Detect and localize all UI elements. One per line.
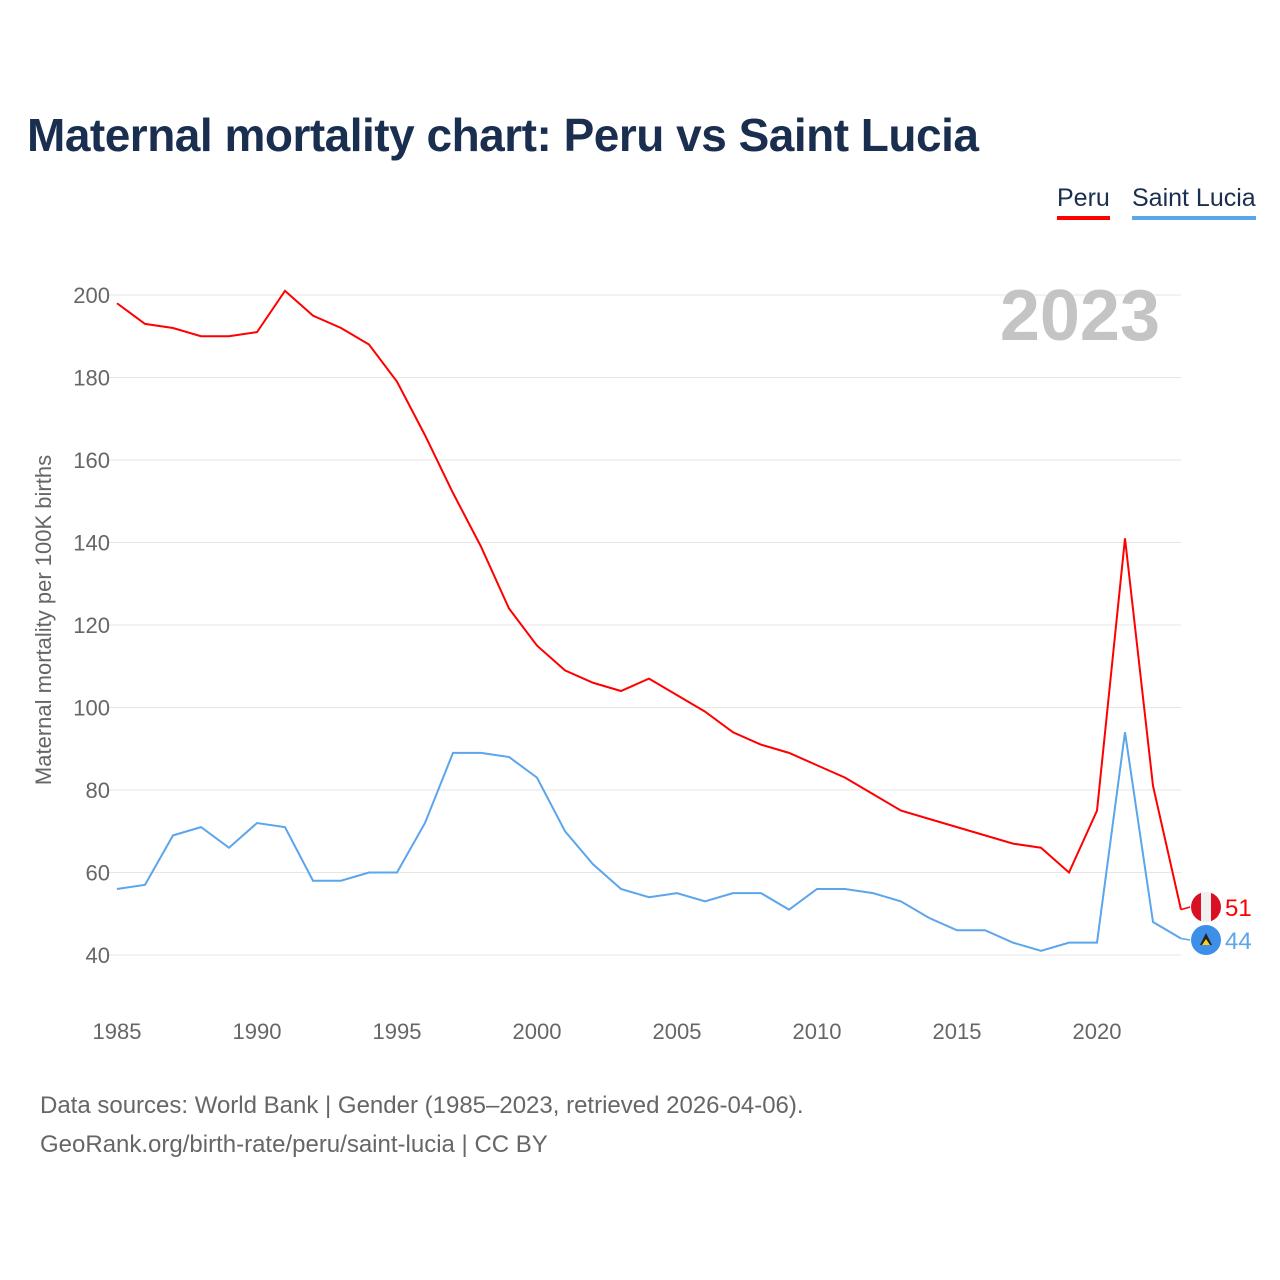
y-tick-label: 180	[73, 366, 110, 391]
y-tick-label: 60	[86, 861, 110, 886]
x-tick-label: 1990	[233, 1019, 282, 1044]
x-tick-label: 2015	[933, 1019, 982, 1044]
y-axis-label: Maternal mortality per 100K births	[31, 455, 56, 785]
y-tick-label: 40	[86, 943, 110, 968]
series-line-saint-lucia	[116, 732, 1182, 952]
peru-flag-stripe	[1201, 892, 1211, 922]
source-link[interactable]: GeoRank.org/birth-rate/peru/saint-lucia …	[40, 1131, 548, 1158]
legend-peru[interactable]: Peru	[1057, 184, 1110, 220]
y-tick-label: 160	[73, 448, 110, 473]
end-connector	[1180, 906, 1191, 911]
y-tick-label: 80	[86, 778, 110, 803]
end-value-label: 51	[1225, 895, 1252, 922]
x-tick-label: 2020	[1073, 1019, 1122, 1044]
x-tick-label: 2005	[653, 1019, 702, 1044]
series-line-peru	[116, 289, 1182, 910]
x-tick-label: 1985	[93, 1019, 142, 1044]
end-connector	[1180, 937, 1191, 941]
x-tick-label: 2010	[793, 1019, 842, 1044]
flag-triangle-gold	[1202, 939, 1210, 945]
y-tick-label: 120	[73, 613, 110, 638]
y-tick-label: 140	[73, 531, 110, 556]
x-tick-label: 2000	[513, 1019, 562, 1044]
end-value-label: 44	[1225, 928, 1252, 955]
legend-saint-lucia[interactable]: Saint Lucia	[1132, 184, 1256, 220]
year-label: 2023	[1000, 276, 1160, 356]
data-source: Data sources: World Bank | Gender (1985–…	[40, 1092, 804, 1119]
x-tick-label: 1995	[373, 1019, 422, 1044]
footer: Data sources: World Bank | Gender (1985–…	[40, 1086, 804, 1164]
y-tick-label: 100	[73, 696, 110, 721]
chart-title: Maternal mortality chart: Peru vs Saint …	[27, 109, 979, 161]
y-tick-label: 200	[73, 283, 110, 308]
